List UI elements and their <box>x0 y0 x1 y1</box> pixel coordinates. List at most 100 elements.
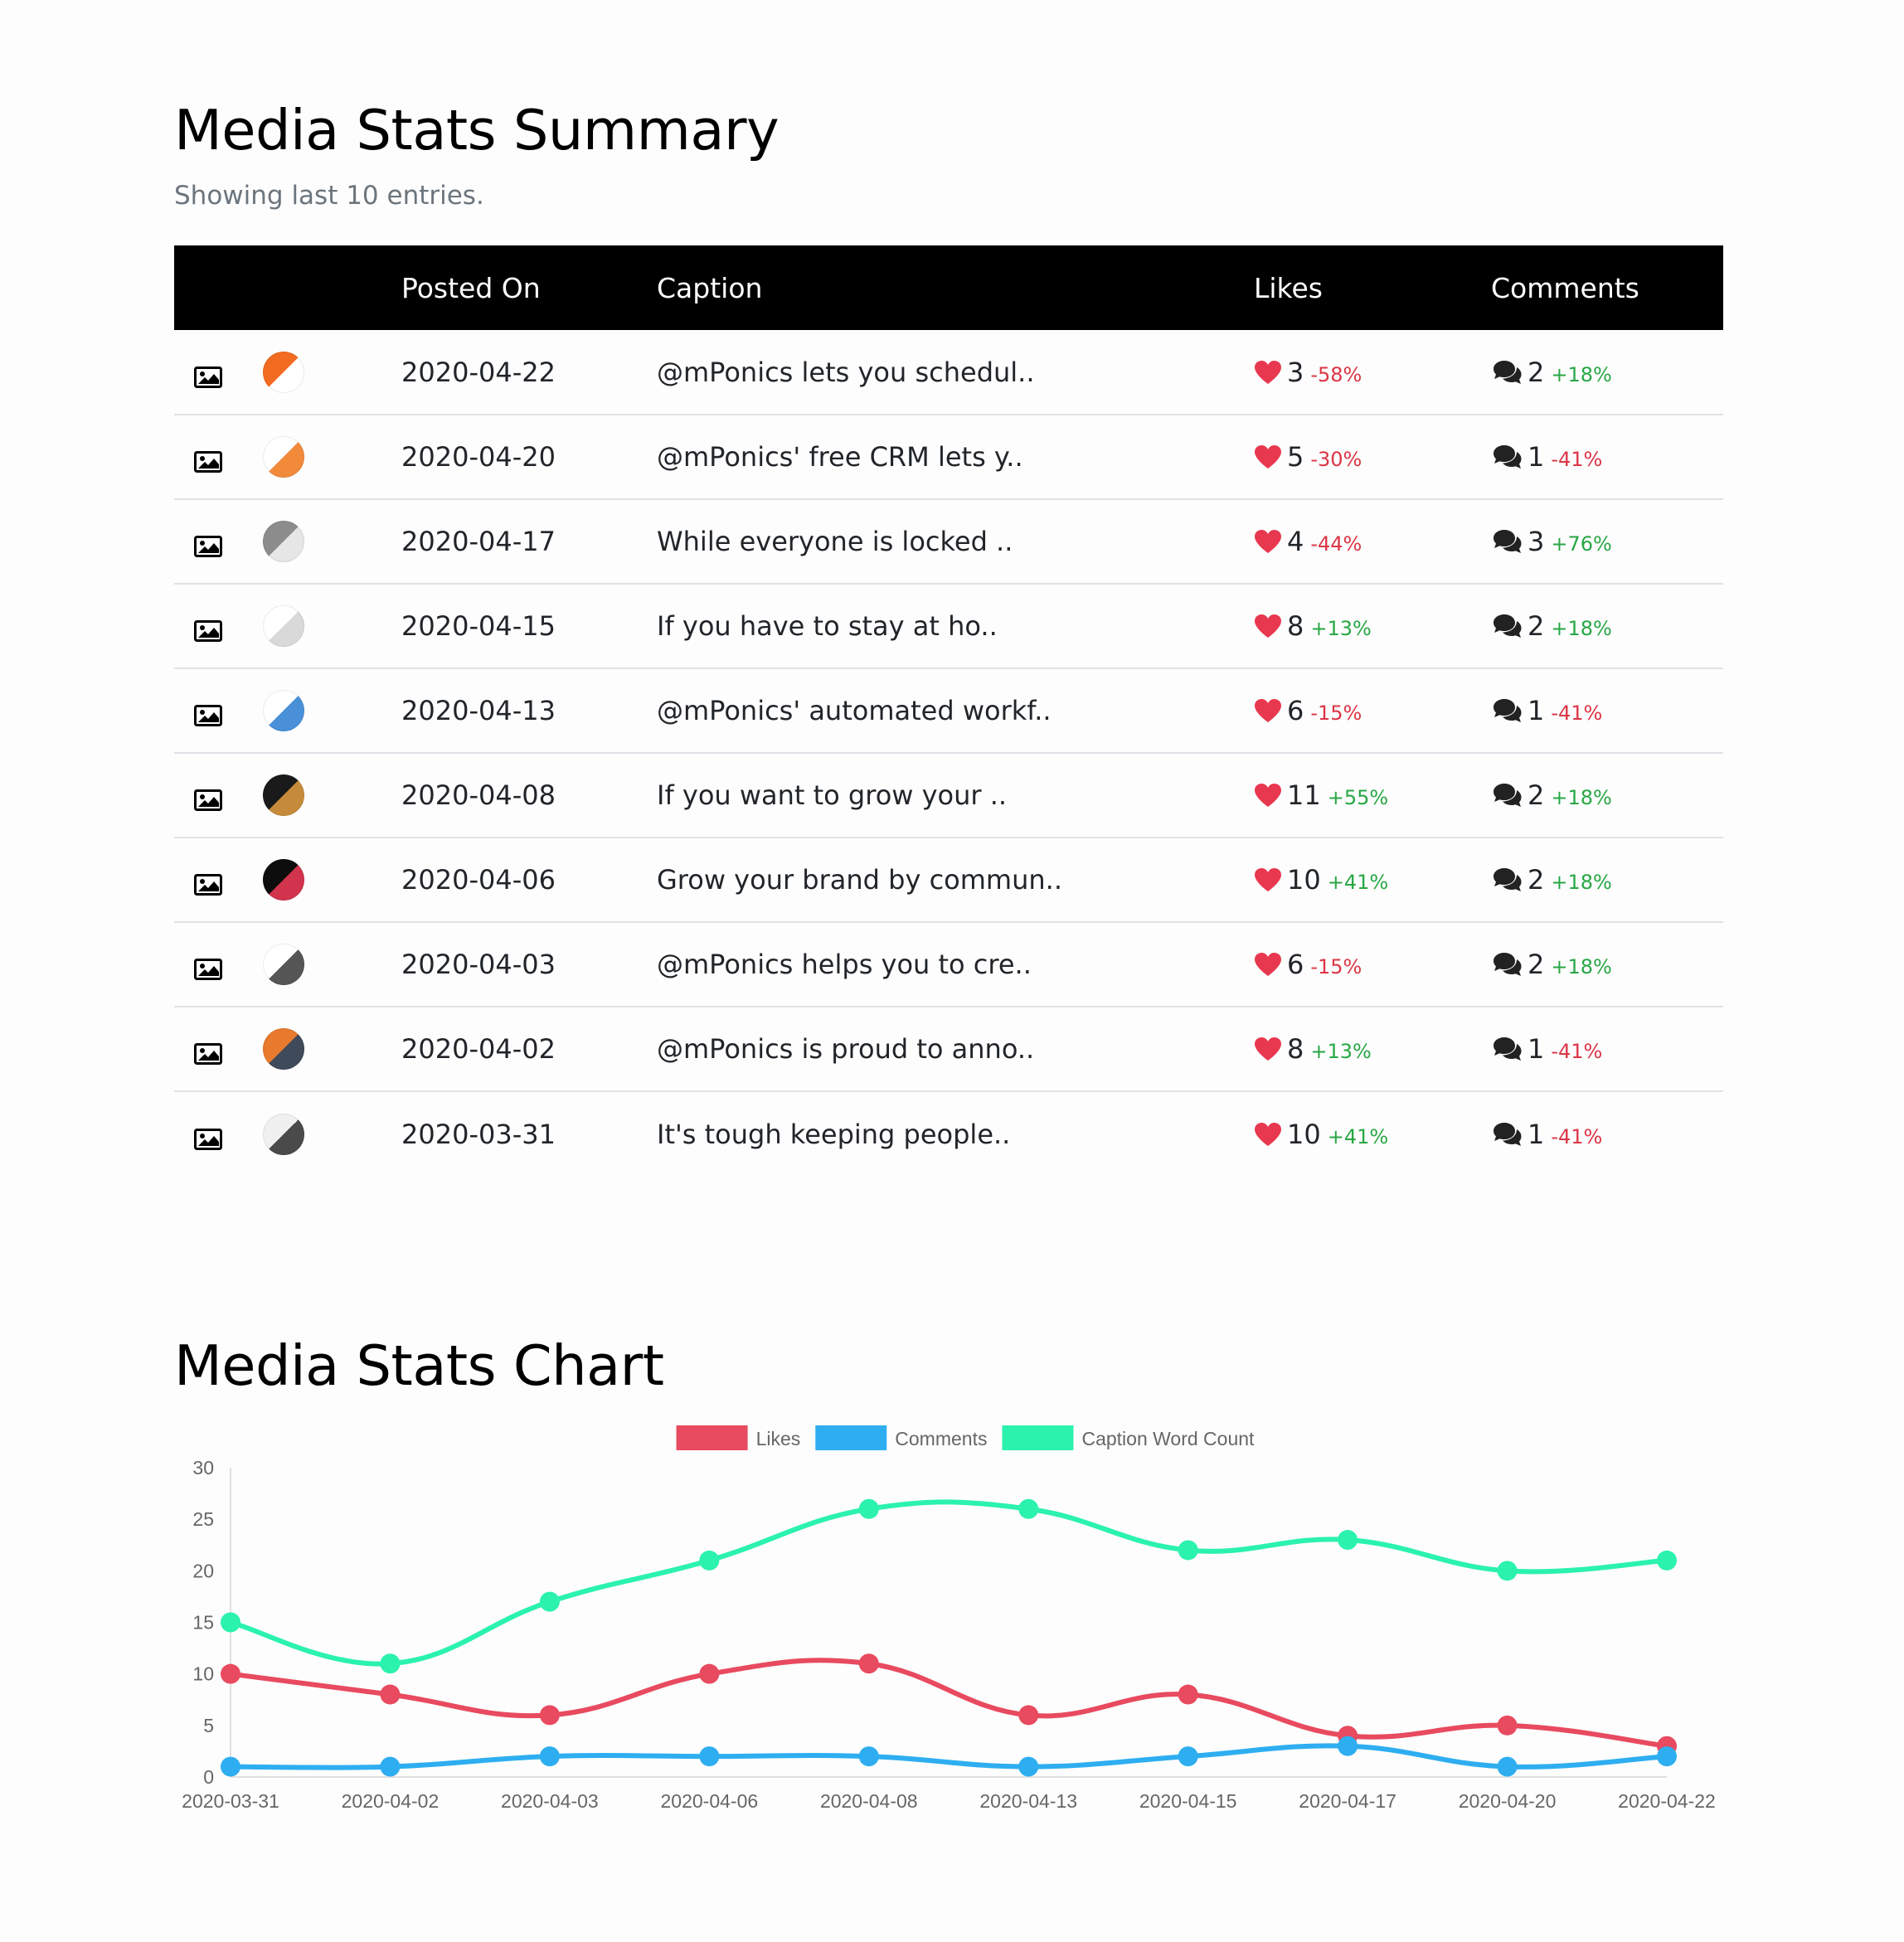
table-row[interactable]: 2020-04-13 @mPonics' automated workf.. 6 -1… <box>174 668 1723 753</box>
posted-on-cell: 2020-04-08 <box>401 779 556 811</box>
image-icon <box>194 1040 222 1065</box>
data-point <box>858 1498 879 1519</box>
likes-cell: 6 -15% <box>1254 668 1491 753</box>
comments-icon <box>1491 867 1523 893</box>
likes-change: -30% <box>1310 448 1362 471</box>
media-thumbnail[interactable] <box>263 436 304 478</box>
y-tick-label: 0 <box>203 1766 214 1788</box>
posted-on-cell: 2020-04-17 <box>401 526 556 557</box>
comments-count: 2 <box>1528 949 1545 980</box>
media-thumbnail[interactable] <box>263 521 304 562</box>
likes-cell: 6 -15% <box>1254 922 1491 1007</box>
table-row[interactable]: 2020-04-06 Grow your brand by commun.. 10 +… <box>174 837 1723 922</box>
y-tick-label: 15 <box>192 1612 214 1634</box>
table-row[interactable]: 2020-04-15 If you have to stay at ho.. 8 +1… <box>174 584 1723 668</box>
media-thumbnail[interactable] <box>263 774 304 816</box>
comments-count: 3 <box>1528 526 1545 557</box>
comments-change: +18% <box>1551 955 1612 978</box>
comments-cell: 1 -41% <box>1491 415 1723 499</box>
heart-icon <box>1254 614 1282 638</box>
header-thumb <box>263 245 401 330</box>
legend-label: Likes <box>756 1428 801 1449</box>
caption-cell: Grow your brand by commun.. <box>657 864 1062 896</box>
table-row[interactable]: 2020-04-20 @mPonics' free CRM lets y.. 5 -3… <box>174 415 1723 499</box>
likes-count: 6 <box>1287 695 1304 726</box>
media-thumbnail[interactable] <box>263 944 304 985</box>
x-tick-label: 2020-04-02 <box>342 1790 440 1812</box>
table-row[interactable]: 2020-03-31 It's tough keeping people.. 10 +… <box>174 1091 1723 1176</box>
comments-count: 2 <box>1528 864 1545 896</box>
data-point <box>380 1684 401 1705</box>
comments-change: -41% <box>1551 1040 1603 1063</box>
legend-swatch <box>676 1425 748 1450</box>
comments-count: 1 <box>1528 695 1545 726</box>
heart-icon <box>1254 444 1282 469</box>
posted-on-cell: 2020-04-15 <box>401 610 556 642</box>
header-posted-on[interactable]: Posted On <box>401 271 541 304</box>
media-thumbnail[interactable] <box>263 1113 304 1155</box>
comments-cell: 1 -41% <box>1491 1007 1723 1091</box>
data-point <box>1497 1715 1518 1736</box>
caption-cell: It's tough keeping people.. <box>657 1118 1011 1150</box>
header-type <box>174 245 263 330</box>
media-thumbnail[interactable] <box>263 605 304 647</box>
likes-count: 10 <box>1287 1118 1321 1150</box>
heart-icon <box>1254 783 1282 808</box>
table-row[interactable]: 2020-04-22 @mPonics lets you schedul.. 3 -5… <box>174 330 1723 415</box>
comments-icon <box>1491 1121 1523 1148</box>
media-stats-table: Posted On Caption Likes Comments 2020-04… <box>174 245 1723 1176</box>
media-thumbnail[interactable] <box>263 690 304 731</box>
comments-change: +18% <box>1551 617 1612 640</box>
image-icon <box>194 363 222 388</box>
image-icon <box>194 448 222 473</box>
comments-change: +76% <box>1551 532 1612 556</box>
media-thumbnail[interactable] <box>263 859 304 901</box>
likes-count: 5 <box>1287 441 1304 473</box>
comments-icon <box>1491 528 1523 555</box>
x-tick-label: 2020-04-15 <box>1139 1790 1237 1812</box>
posted-on-cell: 2020-04-20 <box>401 441 556 473</box>
data-point <box>1497 1561 1518 1581</box>
comments-cell: 2 +18% <box>1491 753 1723 837</box>
table-row[interactable]: 2020-04-03 @mPonics helps you to cre.. 6 -1… <box>174 922 1723 1007</box>
header-likes[interactable]: Likes <box>1254 271 1323 304</box>
comments-cell: 2 +18% <box>1491 837 1723 922</box>
legend-swatch <box>815 1425 887 1450</box>
likes-count: 8 <box>1287 610 1304 642</box>
media-thumbnail[interactable] <box>263 351 304 393</box>
table-body: 2020-04-22 @mPonics lets you schedul.. 3 -5… <box>174 330 1723 1176</box>
posted-on-cell: 2020-03-31 <box>401 1118 556 1150</box>
media-thumbnail[interactable] <box>263 1028 304 1070</box>
series-line-comments <box>230 1743 1668 1770</box>
table-row[interactable]: 2020-04-02 @mPonics is proud to anno.. 8 +1… <box>174 1007 1723 1091</box>
x-tick-label: 2020-04-13 <box>979 1790 1077 1812</box>
comments-cell: 1 -41% <box>1491 668 1723 753</box>
likes-cell: 5 -30% <box>1254 415 1491 499</box>
header-comments[interactable]: Comments <box>1491 271 1639 304</box>
table-row[interactable]: 2020-04-17 While everyone is locked .. 4 -4… <box>174 499 1723 584</box>
heart-icon <box>1254 1037 1282 1061</box>
data-point <box>221 1756 240 1777</box>
comments-count: 2 <box>1528 356 1545 388</box>
caption-cell: @mPonics' free CRM lets y.. <box>657 441 1023 473</box>
caption-cell: If you have to stay at ho.. <box>657 610 998 642</box>
image-icon <box>194 786 222 811</box>
legend-label: Comments <box>895 1428 987 1449</box>
data-point <box>1657 1746 1677 1767</box>
header-caption[interactable]: Caption <box>657 271 763 304</box>
comments-icon <box>1491 782 1523 808</box>
data-point <box>380 1653 401 1674</box>
heart-icon <box>1254 952 1282 977</box>
image-icon <box>194 955 222 980</box>
heart-icon <box>1254 360 1282 385</box>
data-point <box>858 1653 879 1674</box>
likes-count: 8 <box>1287 1033 1304 1065</box>
x-tick-label: 2020-03-31 <box>182 1790 279 1812</box>
comments-change: +18% <box>1551 871 1612 894</box>
caption-cell: While everyone is locked .. <box>657 526 1013 557</box>
data-point <box>1018 1498 1039 1519</box>
comments-cell: 3 +76% <box>1491 499 1723 584</box>
table-row[interactable]: 2020-04-08 If you want to grow your .. 11 +… <box>174 753 1723 837</box>
likes-cell: 3 -58% <box>1254 330 1491 415</box>
comments-change: -41% <box>1551 448 1603 471</box>
